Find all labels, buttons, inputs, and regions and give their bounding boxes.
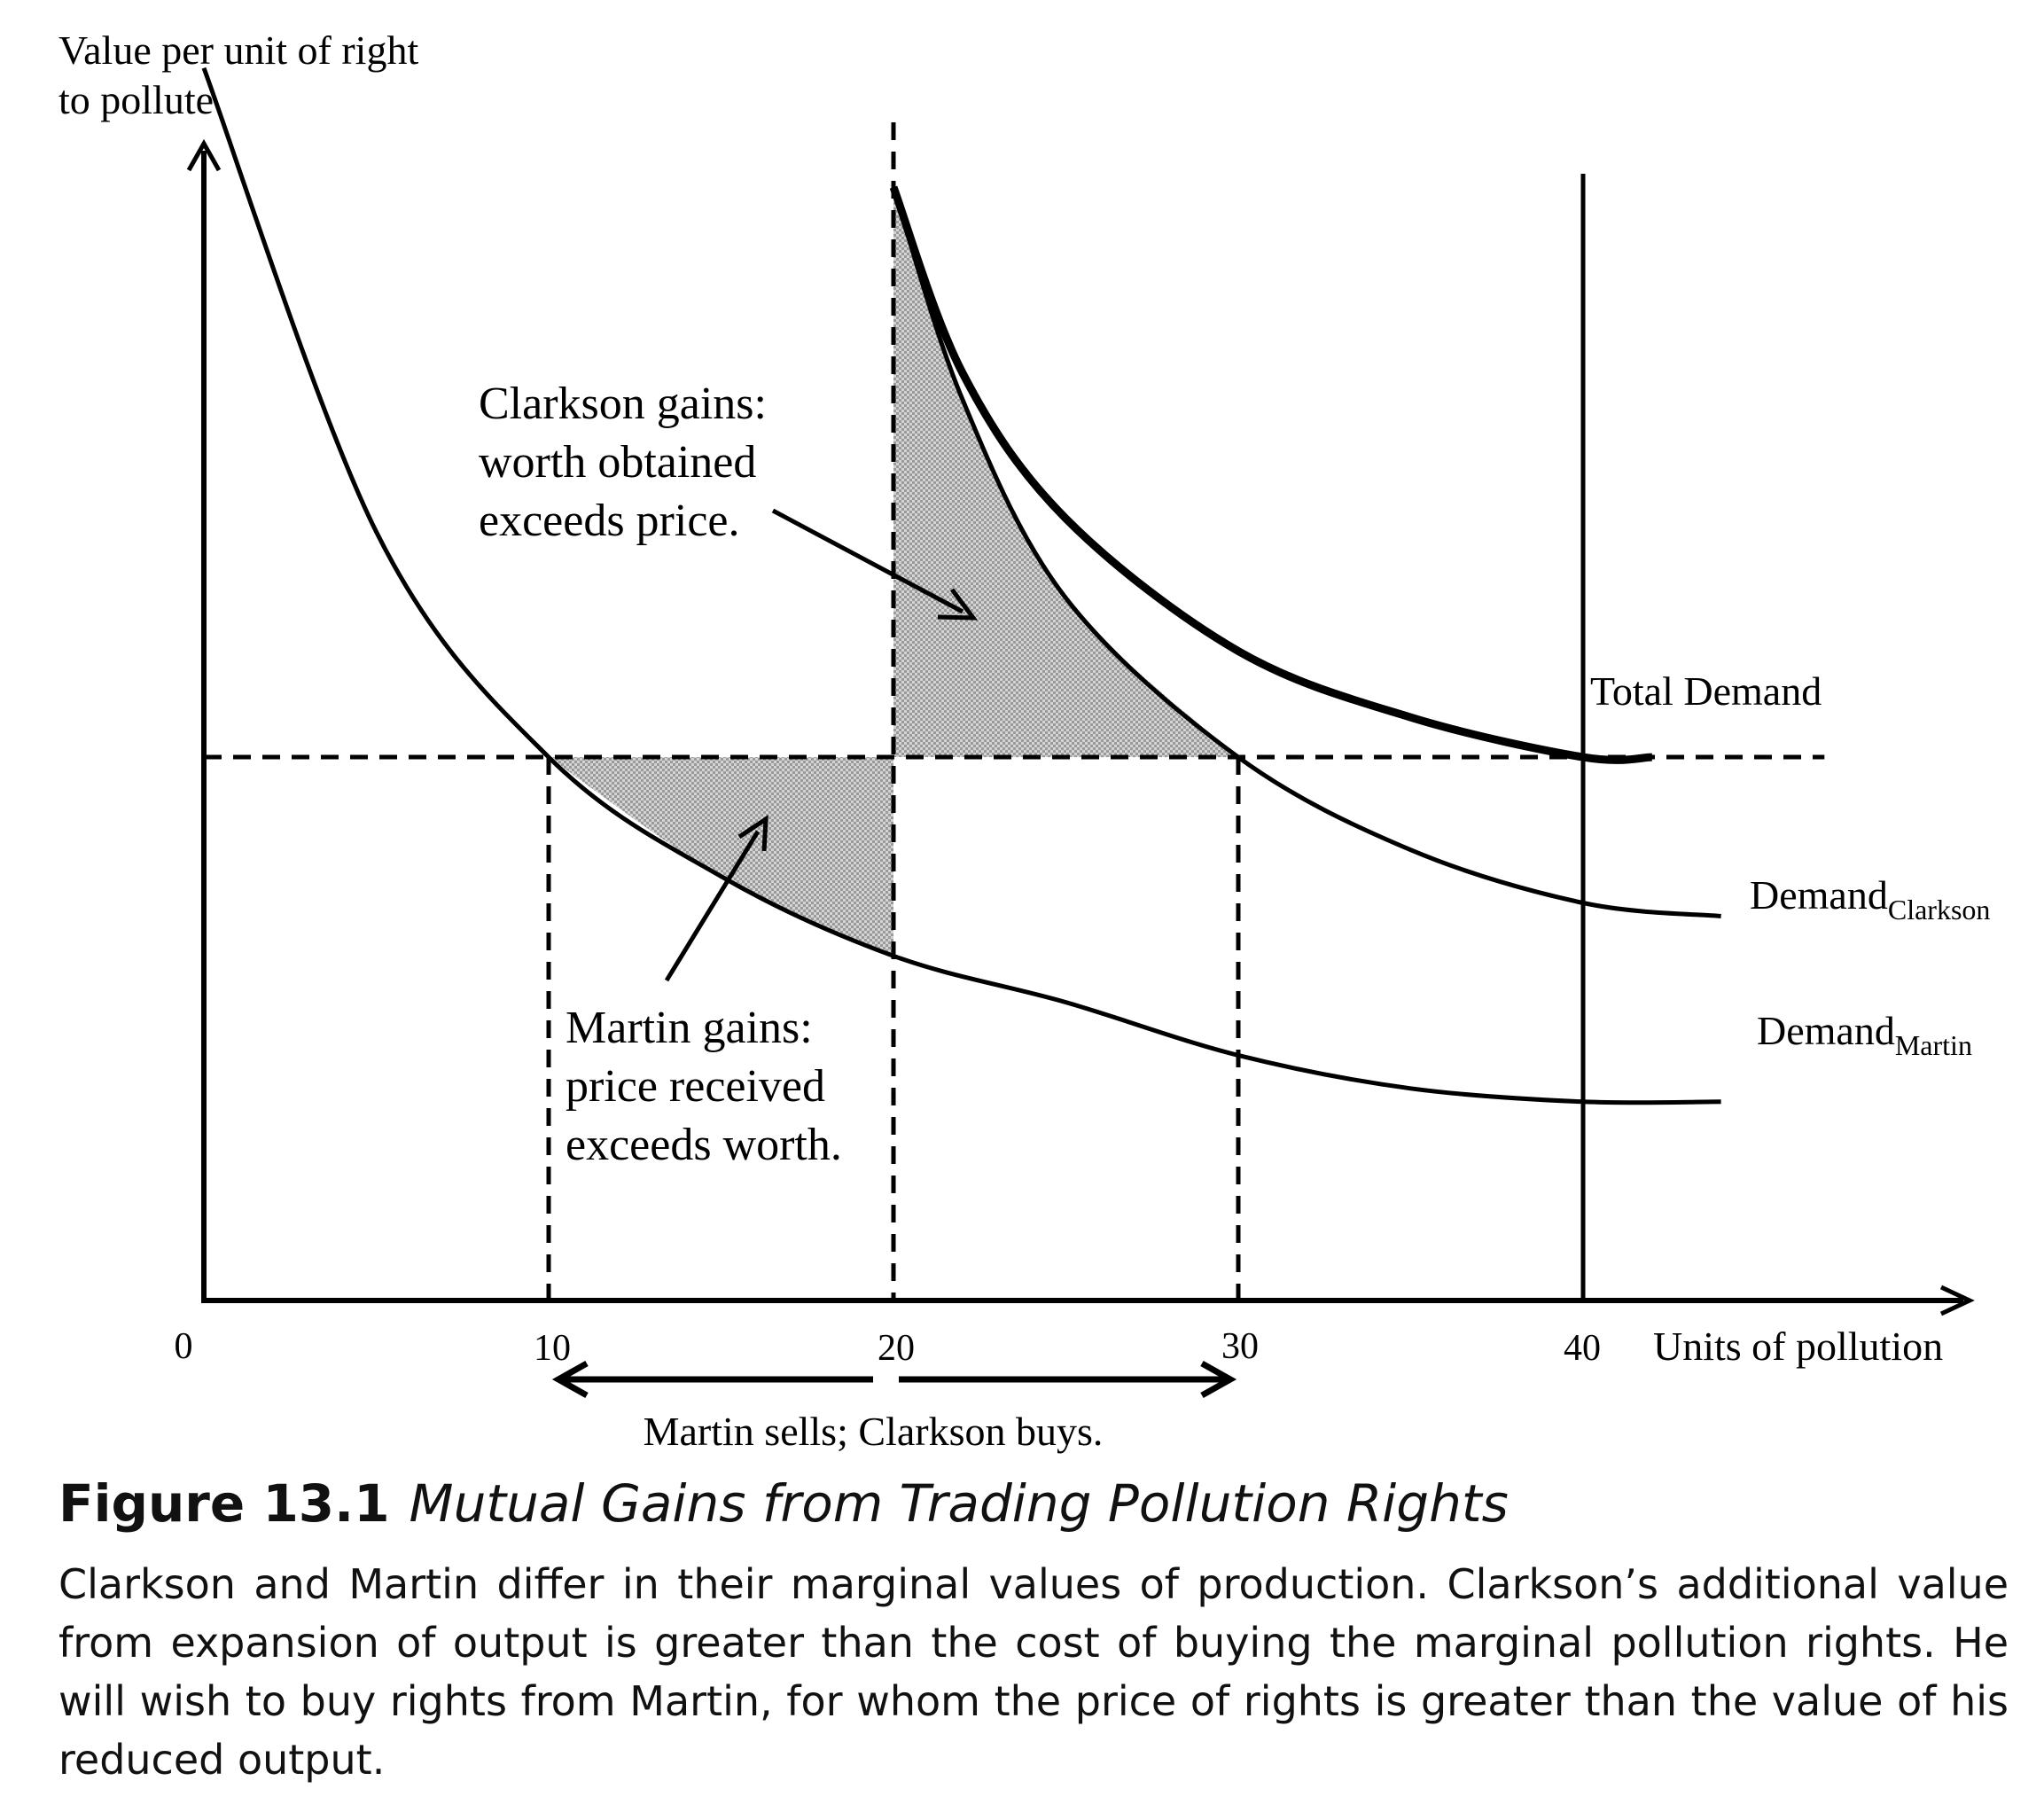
martin-demand-curve — [201, 66, 1721, 1105]
x-tick-label: 0 — [175, 1326, 193, 1367]
annotation-line: price received — [566, 1061, 825, 1112]
trade-arrows — [551, 1360, 1237, 1399]
annotation-line: exceeds worth. — [566, 1120, 842, 1170]
total-demand-label: Total Demand — [1590, 668, 1822, 714]
clarkson-gains-annotation: Clarkson gains: worth obtained exceeds p… — [479, 379, 979, 621]
trade-annotation: Martin sells; Clarkson buys. — [644, 1409, 1104, 1454]
y-axis-label-line-2: to pollute — [59, 77, 214, 122]
x-axis-label: Units of pollution — [1653, 1324, 1943, 1369]
annotation-line: worth obtained — [479, 437, 756, 488]
y-axis — [186, 138, 222, 1300]
x-tick-label: 10 — [534, 1328, 571, 1369]
figure-title: Mutual Gains from Trading Pollution Righ… — [409, 1473, 1509, 1534]
x-tick-label: 20 — [878, 1328, 915, 1369]
clarkson-demand-label: DemandClarkson — [1750, 872, 1990, 926]
martin-gain-area — [549, 757, 893, 957]
total-demand-curve — [889, 185, 1653, 764]
y-axis-label-line-1: Value per unit of right — [59, 27, 418, 73]
clarkson-demand-curve — [891, 186, 1721, 918]
annotation-line: Martin gains: — [566, 1003, 813, 1053]
figure-chart: Value per unit of right to pollute 0 10 … — [59, 27, 1990, 1454]
martin-demand-label: DemandMartin — [1757, 1008, 1972, 1061]
x-axis — [201, 1285, 1975, 1316]
x-tick-label: 40 — [1564, 1328, 1601, 1369]
figure-number: Figure 13.1 — [59, 1473, 390, 1534]
martin-gains-annotation: Martin gains: price received exceeds wor… — [566, 815, 842, 1170]
x-tick-label: 30 — [1221, 1326, 1259, 1367]
annotation-line: exceeds price. — [479, 496, 739, 546]
caption-body: Clarkson and Martin differ in their marg… — [59, 1560, 2009, 1784]
annotation-line: Clarkson gains: — [479, 379, 767, 429]
clarkson-gain-area — [893, 187, 1238, 758]
figure-caption: Figure 13.1 Mutual Gains from Trading Pol… — [59, 1473, 2009, 1789]
